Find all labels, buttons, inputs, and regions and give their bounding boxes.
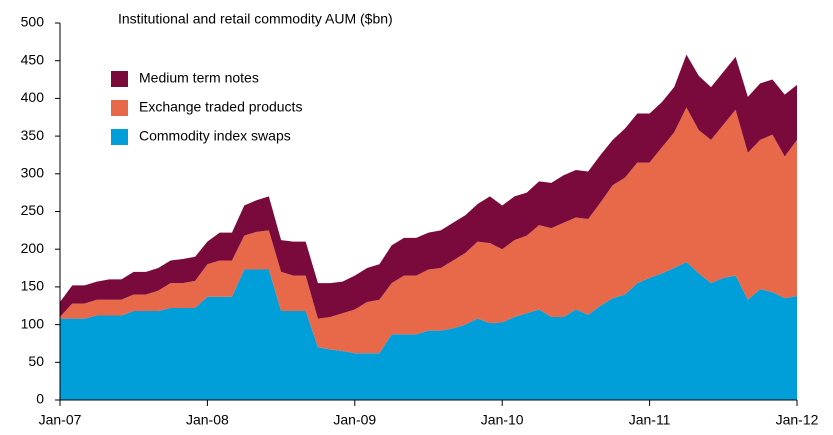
- y-tick-label: 400: [21, 89, 45, 105]
- x-tick-label: Jan-11: [629, 412, 671, 428]
- x-tick-label: Jan-12: [776, 412, 819, 428]
- y-tick-label: 350: [21, 127, 45, 143]
- legend-label: Exchange traded products: [139, 99, 302, 115]
- y-tick-label: 50: [28, 353, 44, 369]
- x-tick-label: Jan-09: [333, 412, 376, 428]
- legend-swatch: [111, 71, 128, 87]
- y-tick-label: 500: [21, 14, 45, 30]
- legend-label: Medium term notes: [139, 70, 259, 86]
- area: [60, 107, 797, 354]
- legend-swatch: [111, 129, 128, 145]
- y-tick-label: 450: [21, 51, 45, 67]
- x-tick-label: Jan-08: [186, 412, 229, 428]
- legend-label: Commodity index swaps: [139, 128, 291, 144]
- x-tick-label: Jan-07: [39, 412, 82, 428]
- y-tick-label: 300: [21, 165, 45, 181]
- y-tick-label: 0: [36, 391, 44, 407]
- y-tick-label: 100: [21, 315, 45, 331]
- area: [60, 54, 797, 319]
- y-tick-label: 200: [21, 240, 45, 256]
- y-tick-label: 250: [21, 202, 45, 218]
- legend-swatch: [111, 100, 128, 116]
- y-tick-label: 150: [21, 278, 45, 294]
- x-tick-label: Jan-10: [481, 412, 524, 428]
- chart-title: Institutional and retail commodity AUM (…: [118, 11, 393, 27]
- area: [60, 262, 797, 400]
